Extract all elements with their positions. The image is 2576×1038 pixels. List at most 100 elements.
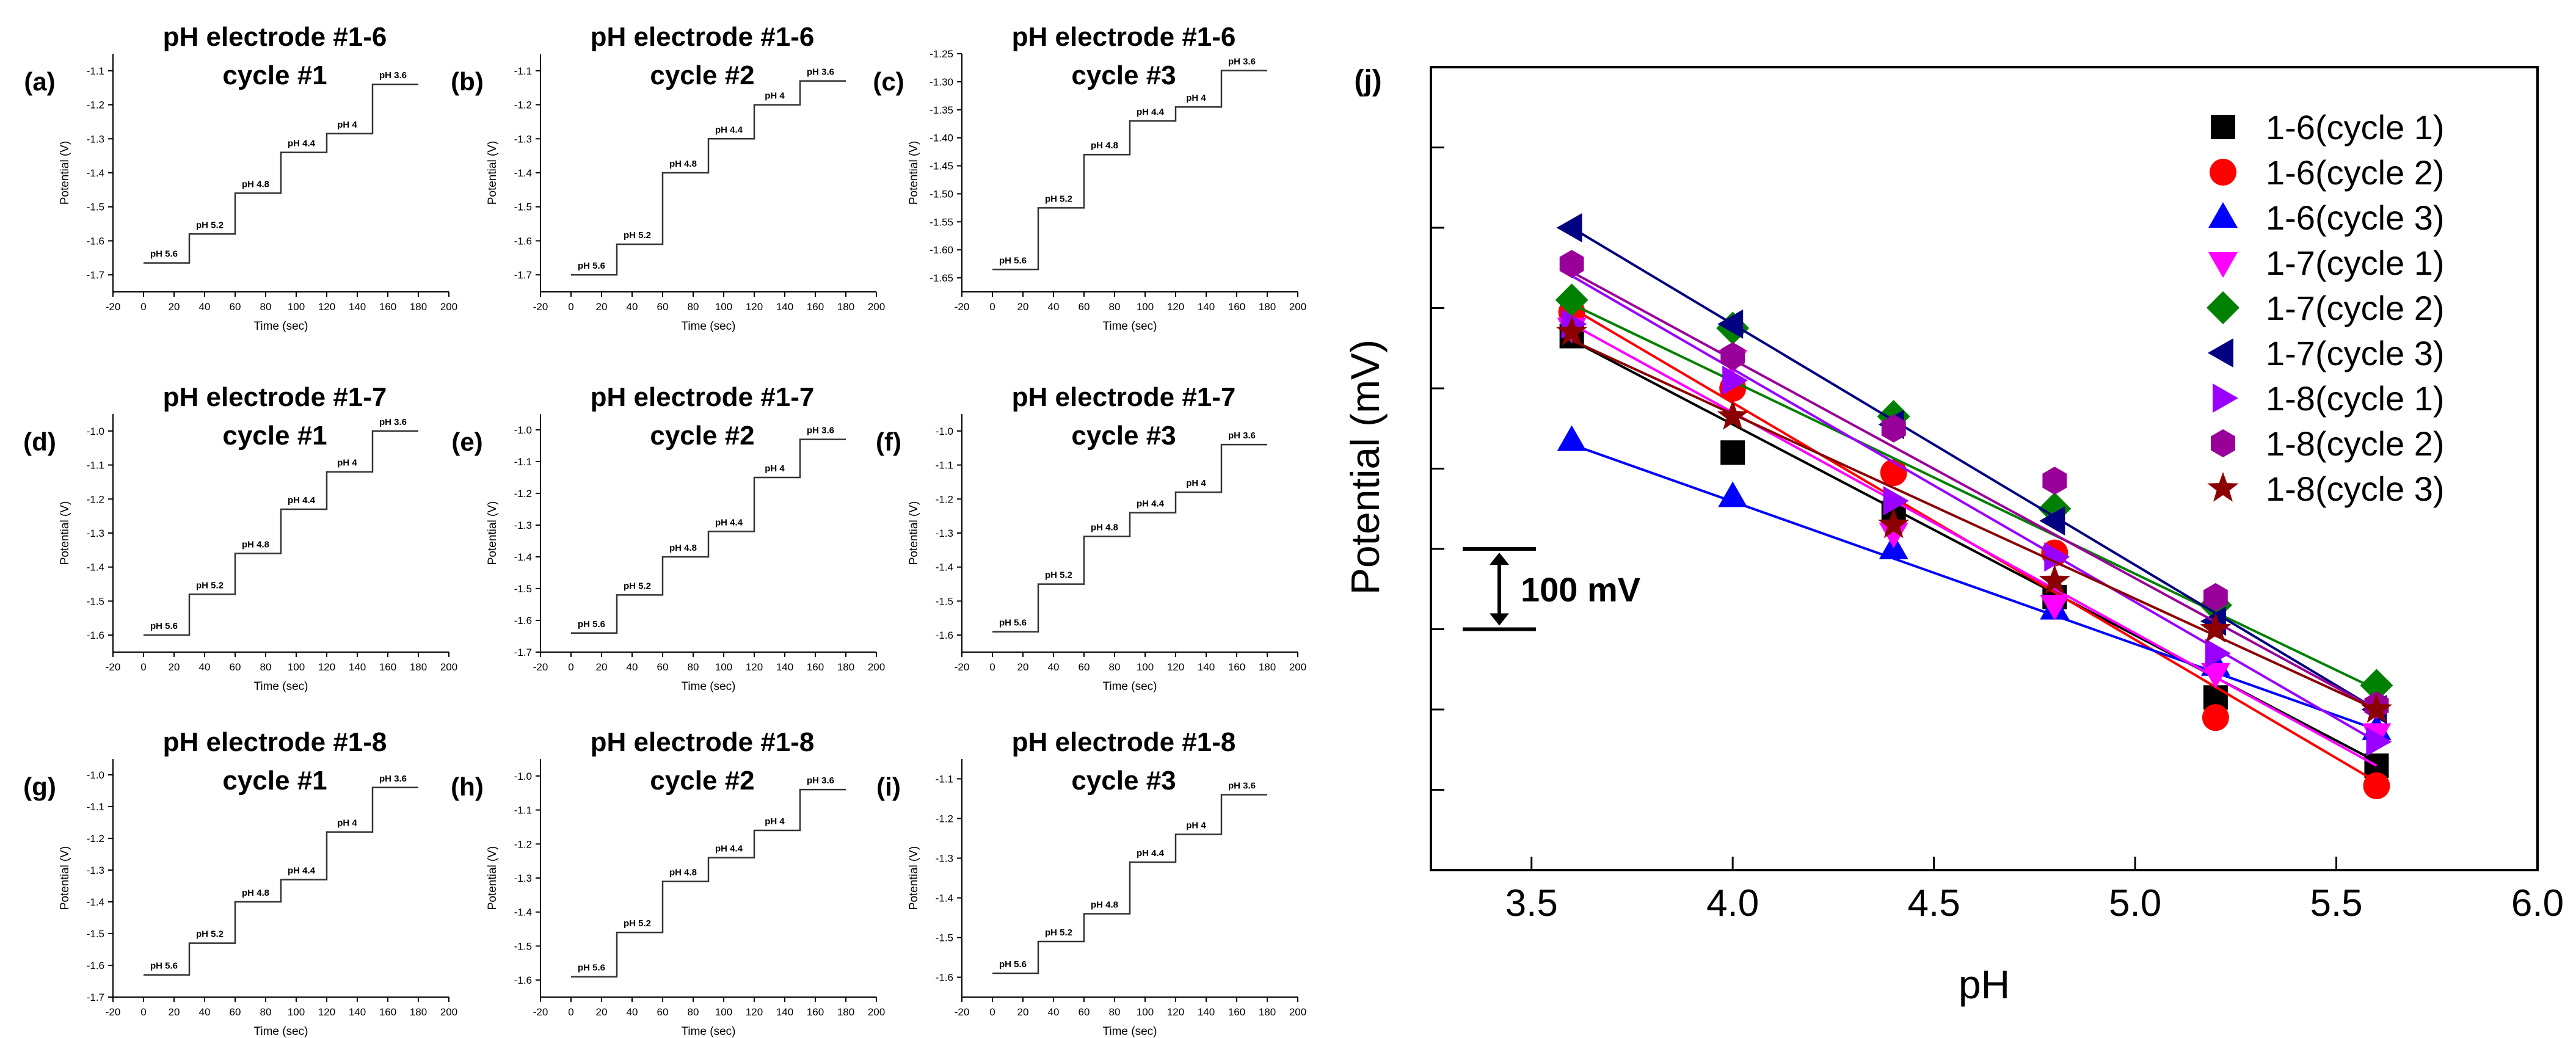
x-tick-label: 200 <box>440 1006 457 1018</box>
x-tick-label: 80 <box>1109 301 1121 313</box>
y-tick-label: -1.5 <box>87 201 104 213</box>
y-tick-label: -1.5 <box>87 928 104 940</box>
panel-label: (i) <box>876 772 901 801</box>
x-tick-label: 0 <box>568 661 573 673</box>
fit-line <box>1571 303 2378 691</box>
y-axis-label: Potential (V) <box>908 141 920 205</box>
data-point <box>1557 425 1587 451</box>
x-tick-label: 140 <box>349 301 366 313</box>
data-point <box>2039 564 2070 595</box>
y-axis-label: Potential (V) <box>59 501 71 565</box>
data-point <box>2039 506 2065 535</box>
panel-f: (f) pH electrode #1-7 cycle #3 -20 0 20 40 60 80… <box>876 382 1306 693</box>
y-tick-label: -1.30 <box>930 76 953 88</box>
x-tick-label: 100 <box>715 661 732 673</box>
x-tick-label: 80 <box>1109 661 1121 673</box>
y-axis-label: Potential (V) <box>59 141 71 205</box>
data-point <box>2363 772 2390 799</box>
y-tick-label: -1.5 <box>87 595 104 607</box>
series-9 <box>1555 315 2393 723</box>
step-label: pH 5.6 <box>150 961 178 971</box>
x-tick-label: 40 <box>627 301 638 313</box>
y-tick-label: -1.6 <box>87 235 104 247</box>
step-label: pH 5.6 <box>150 249 178 260</box>
step-trace <box>992 794 1267 974</box>
x-tick-label: 4.0 <box>1706 882 1759 924</box>
x-tick-label: 200 <box>440 301 457 313</box>
y-tick-label: -1.2 <box>87 493 104 505</box>
x-tick-label: 80 <box>260 661 272 673</box>
small-panels: (a) pH electrode #1-6 cycle #1 -20 0 20 40 60 80… <box>23 22 1306 1038</box>
step-label: pH 5.2 <box>1045 570 1072 581</box>
y-tick-label: -1.2 <box>936 493 953 505</box>
x-tick-label: 160 <box>1228 661 1245 673</box>
x-tick-label: 20 <box>169 301 180 313</box>
x-tick-label: 180 <box>1259 661 1276 673</box>
y-tick-label: -1.55 <box>930 216 953 228</box>
data-point <box>1720 440 1745 465</box>
y-tick-label: -1.0 <box>514 424 532 436</box>
x-tick-label: 180 <box>410 301 427 313</box>
x-tick-label: 140 <box>776 661 793 673</box>
y-tick-label: -1.3 <box>936 853 953 865</box>
step-label: pH 4.8 <box>242 888 269 898</box>
x-tick-label: 0 <box>568 1006 573 1018</box>
x-tick-label: 0 <box>989 301 995 313</box>
y-tick-label: -1.2 <box>936 813 953 825</box>
y-tick-label: -1.6 <box>87 630 104 641</box>
panel-label: (e) <box>451 427 482 456</box>
step-label: pH 4.4 <box>715 125 743 135</box>
step-label: pH 3.6 <box>1228 57 1256 67</box>
legend-label: 1-8(cycle 2) <box>2266 424 2445 463</box>
y-tick-label: -1.2 <box>514 100 532 111</box>
series-8 <box>1559 250 2389 720</box>
x-tick-label: 120 <box>746 301 763 313</box>
legend-label: 1-7(cycle 3) <box>2266 334 2445 372</box>
panel-g: (g) pH electrode #1-8 cycle #1 -20 0 20 40 60 80… <box>23 727 457 1038</box>
step-label: pH 4.4 <box>715 844 743 854</box>
scale-bar-label: 100 mV <box>1521 570 1640 609</box>
x-tick-label: 40 <box>1048 661 1060 673</box>
data-point <box>2200 612 2232 643</box>
step-trace <box>144 83 418 264</box>
y-tick-label: -1.4 <box>514 551 532 563</box>
x-tick-label: 120 <box>318 661 335 673</box>
data-point <box>1555 283 1588 317</box>
legend-marker <box>2210 159 2236 186</box>
x-tick-label: 40 <box>1048 1006 1060 1018</box>
panel-title: pH electrode #1-7 <box>163 382 387 412</box>
legend-label: 1-7(cycle 1) <box>2266 244 2445 282</box>
step-label: pH 5.6 <box>578 619 605 630</box>
x-tick-label: 140 <box>776 1006 793 1018</box>
step-label: pH 3.6 <box>1228 781 1256 791</box>
step-trace <box>992 70 1267 270</box>
x-tick-label: 0 <box>140 1006 146 1018</box>
step-label: pH 4.4 <box>1137 107 1165 117</box>
x-tick-label: 6.0 <box>2511 882 2564 924</box>
panel-subtitle: cycle #2 <box>650 60 754 90</box>
x-tick-label: 140 <box>1198 1006 1215 1018</box>
panel-subtitle: cycle #1 <box>222 421 327 451</box>
x-tick-label: 20 <box>1017 301 1029 313</box>
y-axis-label: Potential (V) <box>486 501 499 565</box>
x-tick-label: 20 <box>1017 661 1029 673</box>
data-point <box>2360 693 2393 723</box>
x-tick-label: 80 <box>260 301 272 313</box>
step-trace <box>144 430 418 636</box>
y-tick-label: -1.7 <box>87 992 104 1003</box>
step-label: pH 4.4 <box>288 495 316 506</box>
data-point <box>1559 250 1584 278</box>
fit-line <box>1571 227 2378 711</box>
x-axis-label: Time (sec) <box>681 320 735 333</box>
x-tick-label: -20 <box>955 301 970 313</box>
x-axis-label: Time (sec) <box>253 680 308 693</box>
panel-title: pH electrode #1-7 <box>591 382 815 412</box>
x-tick-label: 60 <box>1079 301 1090 313</box>
x-tick-label: 200 <box>1289 1006 1306 1018</box>
y-tick-label: -1.6 <box>514 615 532 626</box>
step-trace <box>992 443 1267 633</box>
x-tick-label: 20 <box>1017 1006 1029 1018</box>
x-tick-label: 200 <box>1289 301 1306 313</box>
step-label: pH 5.2 <box>624 581 651 591</box>
step-label: pH 5.6 <box>999 959 1027 970</box>
